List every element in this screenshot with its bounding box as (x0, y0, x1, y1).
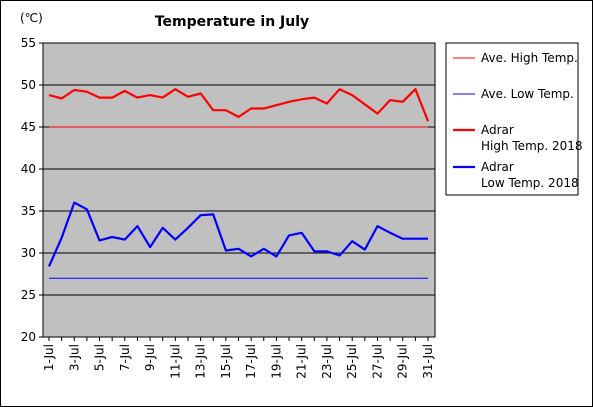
legend-label: High Temp. 2018 (481, 139, 583, 153)
y-tick-label: 20 (21, 330, 36, 344)
series-line-2 (48, 88, 430, 122)
legend-label: Adrar (481, 160, 514, 174)
legend-label: Low Temp. 2018 (481, 176, 579, 190)
x-tick-label: 9-Jul (143, 344, 157, 371)
y-axis-ticks: 20 25 30 35 40 45 50 55 (21, 36, 43, 344)
y-tick-label: 30 (21, 246, 36, 260)
x-tick-label: 3-Jul (67, 344, 81, 371)
data-series (47, 88, 430, 279)
y-axis-unit-label: (℃) (20, 11, 43, 25)
x-tick-label: 21-Jul (295, 344, 309, 379)
x-tick-label: 11-Jul (168, 344, 182, 379)
x-tick-label: 1-Jul (42, 344, 56, 371)
x-axis-ticks: 1-Jul 3-Jul 5-Jul 7-Jul 9-Jul 11-Jul 13-Jul 15-… (42, 337, 435, 379)
x-tick-label: 7-Jul (118, 344, 132, 371)
y-tick-label: 50 (21, 78, 36, 92)
y-tick-label: 40 (21, 162, 36, 176)
legend-box (445, 42, 579, 196)
series-line-3 (47, 201, 428, 267)
x-tick-label: 23-Jul (320, 344, 334, 379)
legend-label: Adrar (481, 123, 514, 137)
legend-label: Ave. Low Temp. (481, 87, 574, 101)
x-tick-label: 19-Jul (269, 344, 283, 379)
x-tick-label: 31-Jul (421, 344, 435, 379)
y-tick-label: 35 (21, 204, 36, 218)
plot-area (42, 42, 436, 338)
legend: Ave. High Temp. Ave. Low Temp. Adrar High T… (453, 51, 583, 190)
x-tick-label: 27-Jul (370, 344, 384, 379)
y-tick-label: 55 (21, 36, 36, 50)
x-tick-label: 25-Jul (345, 344, 359, 379)
x-tick-label: 15-Jul (219, 344, 233, 379)
x-tick-label: 17-Jul (244, 344, 258, 379)
y-tick-label: 45 (21, 120, 36, 134)
x-tick-label: 5-Jul (93, 344, 107, 371)
chart-title: Temperature in July (155, 14, 309, 30)
legend-label: Ave. High Temp. (481, 51, 578, 65)
y-tick-label: 25 (21, 288, 36, 302)
x-tick-label: 13-Jul (194, 344, 208, 379)
x-tick-label: 29-Jul (396, 344, 410, 379)
